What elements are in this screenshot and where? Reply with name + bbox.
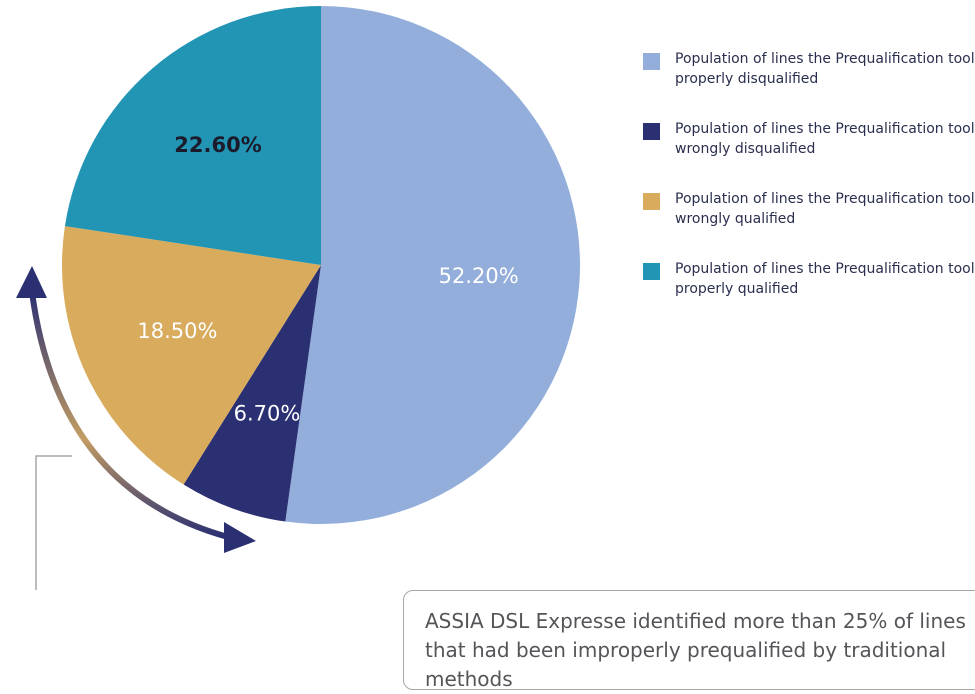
legend-swatch [643,123,660,140]
legend-label: Population of lines the Prequalification… [675,191,975,227]
pie-slice-labels: 52.20% 6.70% 18.50% 22.60% [137,133,518,425]
chart-legend: Population of lines the Prequalification… [643,49,975,329]
pie-slices [61,6,581,524]
slice-label-4: 22.60% [174,133,261,157]
pie-slice-2 [183,265,321,522]
legend-swatch [643,193,660,210]
legend-label: Population of lines the Prequalification… [675,261,975,297]
curved-arrow-icon [29,291,229,540]
pie-slice-1 [285,6,581,524]
legend-item: Population of lines the Prequalification… [643,259,975,329]
pie-slice-3 [61,226,321,485]
callout-text: ASSIA DSL Expresse identified more than … [425,609,966,691]
arrow-head-right-icon [224,522,256,553]
callout-connector [35,455,72,590]
slice-label-2: 6.70% [234,401,301,425]
pie-chart: 52.20% 6.70% 18.50% 22.60% [16,6,581,590]
legend-item: Population of lines the Prequalification… [643,119,975,189]
legend-label: Population of lines the Prequalification… [675,51,975,87]
legend-swatch [643,263,660,280]
legend-swatch [643,53,660,70]
slice-label-3: 18.50% [137,319,217,343]
pie-slice-4 [64,6,321,265]
legend-item: Population of lines the Prequalification… [643,189,975,259]
slice-label-1: 52.20% [439,264,519,288]
arrow-head-up-icon [16,266,47,298]
legend-item: Population of lines the Prequalification… [643,49,975,119]
legend-label: Population of lines the Prequalification… [675,121,975,157]
